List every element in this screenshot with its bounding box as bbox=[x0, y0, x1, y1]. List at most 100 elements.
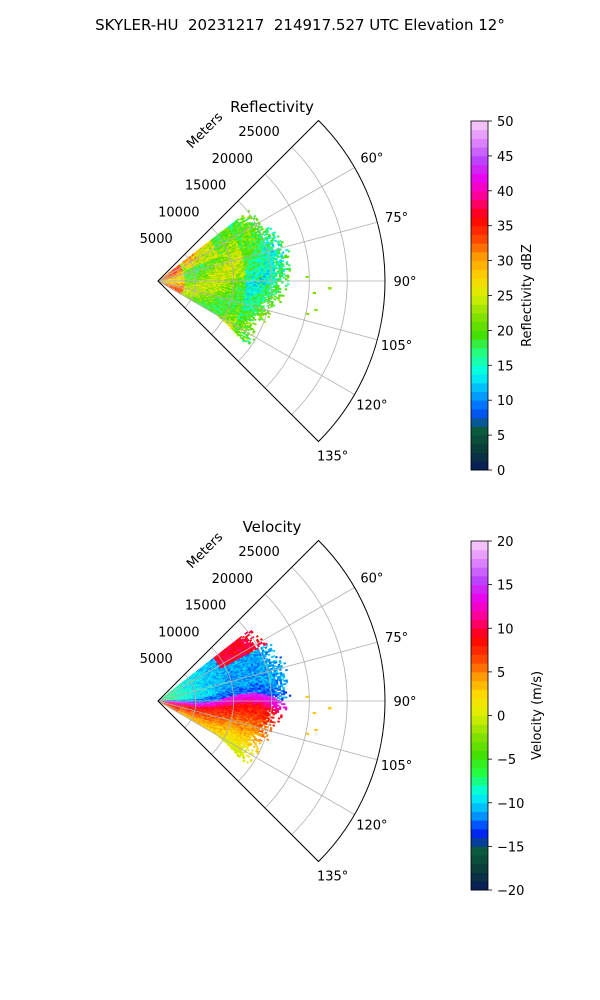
range-tick-label: 5000 bbox=[140, 652, 173, 667]
radar-gate-bin bbox=[173, 287, 176, 289]
radar-gate-bin bbox=[176, 262, 230, 292]
radar-gate-bin bbox=[202, 681, 206, 684]
radar-gate-bin bbox=[162, 278, 166, 280]
radar-gate-bin bbox=[206, 304, 209, 307]
radar-gate-bin bbox=[166, 276, 169, 278]
colorbar-segment bbox=[471, 881, 488, 891]
radar-gate-bin bbox=[176, 702, 180, 704]
radar-gate-bin bbox=[166, 692, 169, 695]
colorbar-segment bbox=[471, 155, 488, 166]
radar-gate-bin bbox=[269, 270, 274, 284]
radar-gate-bin bbox=[193, 255, 196, 258]
radar-gate-bin bbox=[261, 296, 265, 299]
radar-gate-bin bbox=[257, 700, 274, 705]
radar-gate-bin bbox=[165, 692, 191, 698]
radar-gate-bin bbox=[228, 745, 232, 748]
colorbar-segment bbox=[471, 794, 488, 804]
radar-gate-bin bbox=[164, 686, 182, 701]
radar-gate-bin bbox=[166, 696, 169, 698]
radar-gate-bin bbox=[243, 693, 246, 695]
colorbar-segment bbox=[471, 802, 488, 812]
radar-gate-bin bbox=[241, 756, 245, 760]
radar-gate-bin bbox=[195, 216, 278, 328]
radar-gate-bin bbox=[251, 752, 255, 756]
radar-gate-bin bbox=[254, 267, 258, 269]
radar-gate-bin bbox=[170, 262, 184, 273]
radar-gate-bin bbox=[235, 699, 239, 701]
range-tick-label: 25000 bbox=[238, 125, 279, 140]
radar-gate-bin bbox=[251, 692, 254, 695]
radar-gate-bin bbox=[259, 694, 262, 697]
radar-gate-bin bbox=[174, 271, 178, 274]
radar-gate-bin bbox=[224, 307, 228, 310]
radar-gate-bin bbox=[173, 268, 176, 271]
radar-gate-bin bbox=[184, 253, 267, 318]
radar-gate-bin bbox=[223, 697, 227, 699]
azimuth-gridline bbox=[157, 167, 355, 282]
radar-gate-bin bbox=[230, 727, 243, 740]
radar-gate-bin bbox=[192, 653, 286, 688]
radar-gate-bin bbox=[169, 694, 195, 699]
radar-gate-bin bbox=[160, 690, 175, 700]
radar-gate-bin bbox=[168, 696, 171, 698]
radar-gate-bin bbox=[162, 242, 242, 291]
radar-gate-bin bbox=[163, 697, 266, 706]
radar-gate-bin bbox=[266, 269, 270, 272]
radar-gate-bin bbox=[192, 711, 266, 739]
range-tick-label: 20000 bbox=[212, 152, 253, 167]
radar-gate-bin bbox=[255, 682, 259, 685]
radar-gate-bin bbox=[178, 289, 182, 292]
azimuth-tick-label: 75° bbox=[385, 211, 408, 226]
radar-gate-bin bbox=[255, 285, 258, 287]
radar-gate-bin bbox=[258, 266, 262, 269]
polar-axes-frame bbox=[157, 119, 386, 443]
radar-gate-bin bbox=[192, 665, 279, 699]
colorbar-reflectivity: 0 5 10 15 20 25 30 35 40 45 50 Reflectivity dBZ bbox=[470, 115, 535, 479]
radar-gate-bin bbox=[163, 269, 184, 287]
radar-gate-bin bbox=[160, 687, 178, 700]
panel-title: Velocity bbox=[243, 518, 302, 536]
radar-gate-bin bbox=[169, 286, 173, 288]
radar-gate-bin bbox=[249, 282, 252, 285]
radar-gate-bin bbox=[216, 701, 219, 703]
radar-gate-bin bbox=[243, 701, 247, 703]
radar-gate-bin bbox=[222, 722, 260, 734]
radar-gate-bin bbox=[279, 701, 282, 704]
radar-gate-bin bbox=[237, 741, 241, 744]
radar-gate-bin bbox=[239, 287, 261, 308]
radar-gate-bin bbox=[164, 699, 168, 700]
radar-gate-bin bbox=[227, 651, 234, 663]
colorbar-segment bbox=[471, 715, 488, 725]
radar-gate-bin bbox=[194, 216, 290, 318]
radar-gate-bin bbox=[210, 724, 216, 728]
radar-gate-bin bbox=[234, 291, 238, 294]
radar-gate-bin bbox=[253, 702, 256, 705]
radar-gate-bin bbox=[164, 270, 182, 291]
colorbar-segment bbox=[471, 365, 488, 375]
radar-gate-bin bbox=[238, 748, 241, 751]
colorbar-segment bbox=[471, 584, 488, 594]
azimuth-gridline bbox=[157, 587, 355, 702]
radar-gate-bin bbox=[239, 698, 243, 700]
colorbar-segment bbox=[471, 706, 488, 716]
radar-gate-bin bbox=[166, 689, 206, 700]
radar-gate-bin bbox=[170, 697, 174, 699]
radar-gate-bin bbox=[278, 291, 282, 294]
radar-gate-bin bbox=[263, 275, 266, 278]
colorbar-segment bbox=[471, 443, 488, 454]
radar-gate-bin bbox=[169, 707, 269, 737]
colorbar-tick-label: 0 bbox=[497, 710, 505, 725]
radar-gate-bin bbox=[164, 247, 241, 300]
radar-gate-bin bbox=[276, 710, 280, 713]
radar-gate-bin bbox=[171, 273, 174, 275]
radar-gate-bin bbox=[159, 693, 170, 701]
range-tick-label: 15000 bbox=[185, 179, 226, 194]
colorbar-tick-label: −15 bbox=[497, 840, 524, 855]
radar-gate-bin bbox=[185, 273, 189, 275]
radar-gate-bin bbox=[259, 231, 275, 250]
radar-gate-bin bbox=[233, 748, 237, 751]
radar-gate-bin bbox=[168, 702, 187, 706]
panel-velocity: 60° 75° 90° 105° 120° 135° 5000 10000 15000 20000… bbox=[140, 518, 545, 899]
radar-gate-bin bbox=[241, 305, 245, 308]
colorbar-label: Velocity (m/s) bbox=[530, 671, 545, 760]
